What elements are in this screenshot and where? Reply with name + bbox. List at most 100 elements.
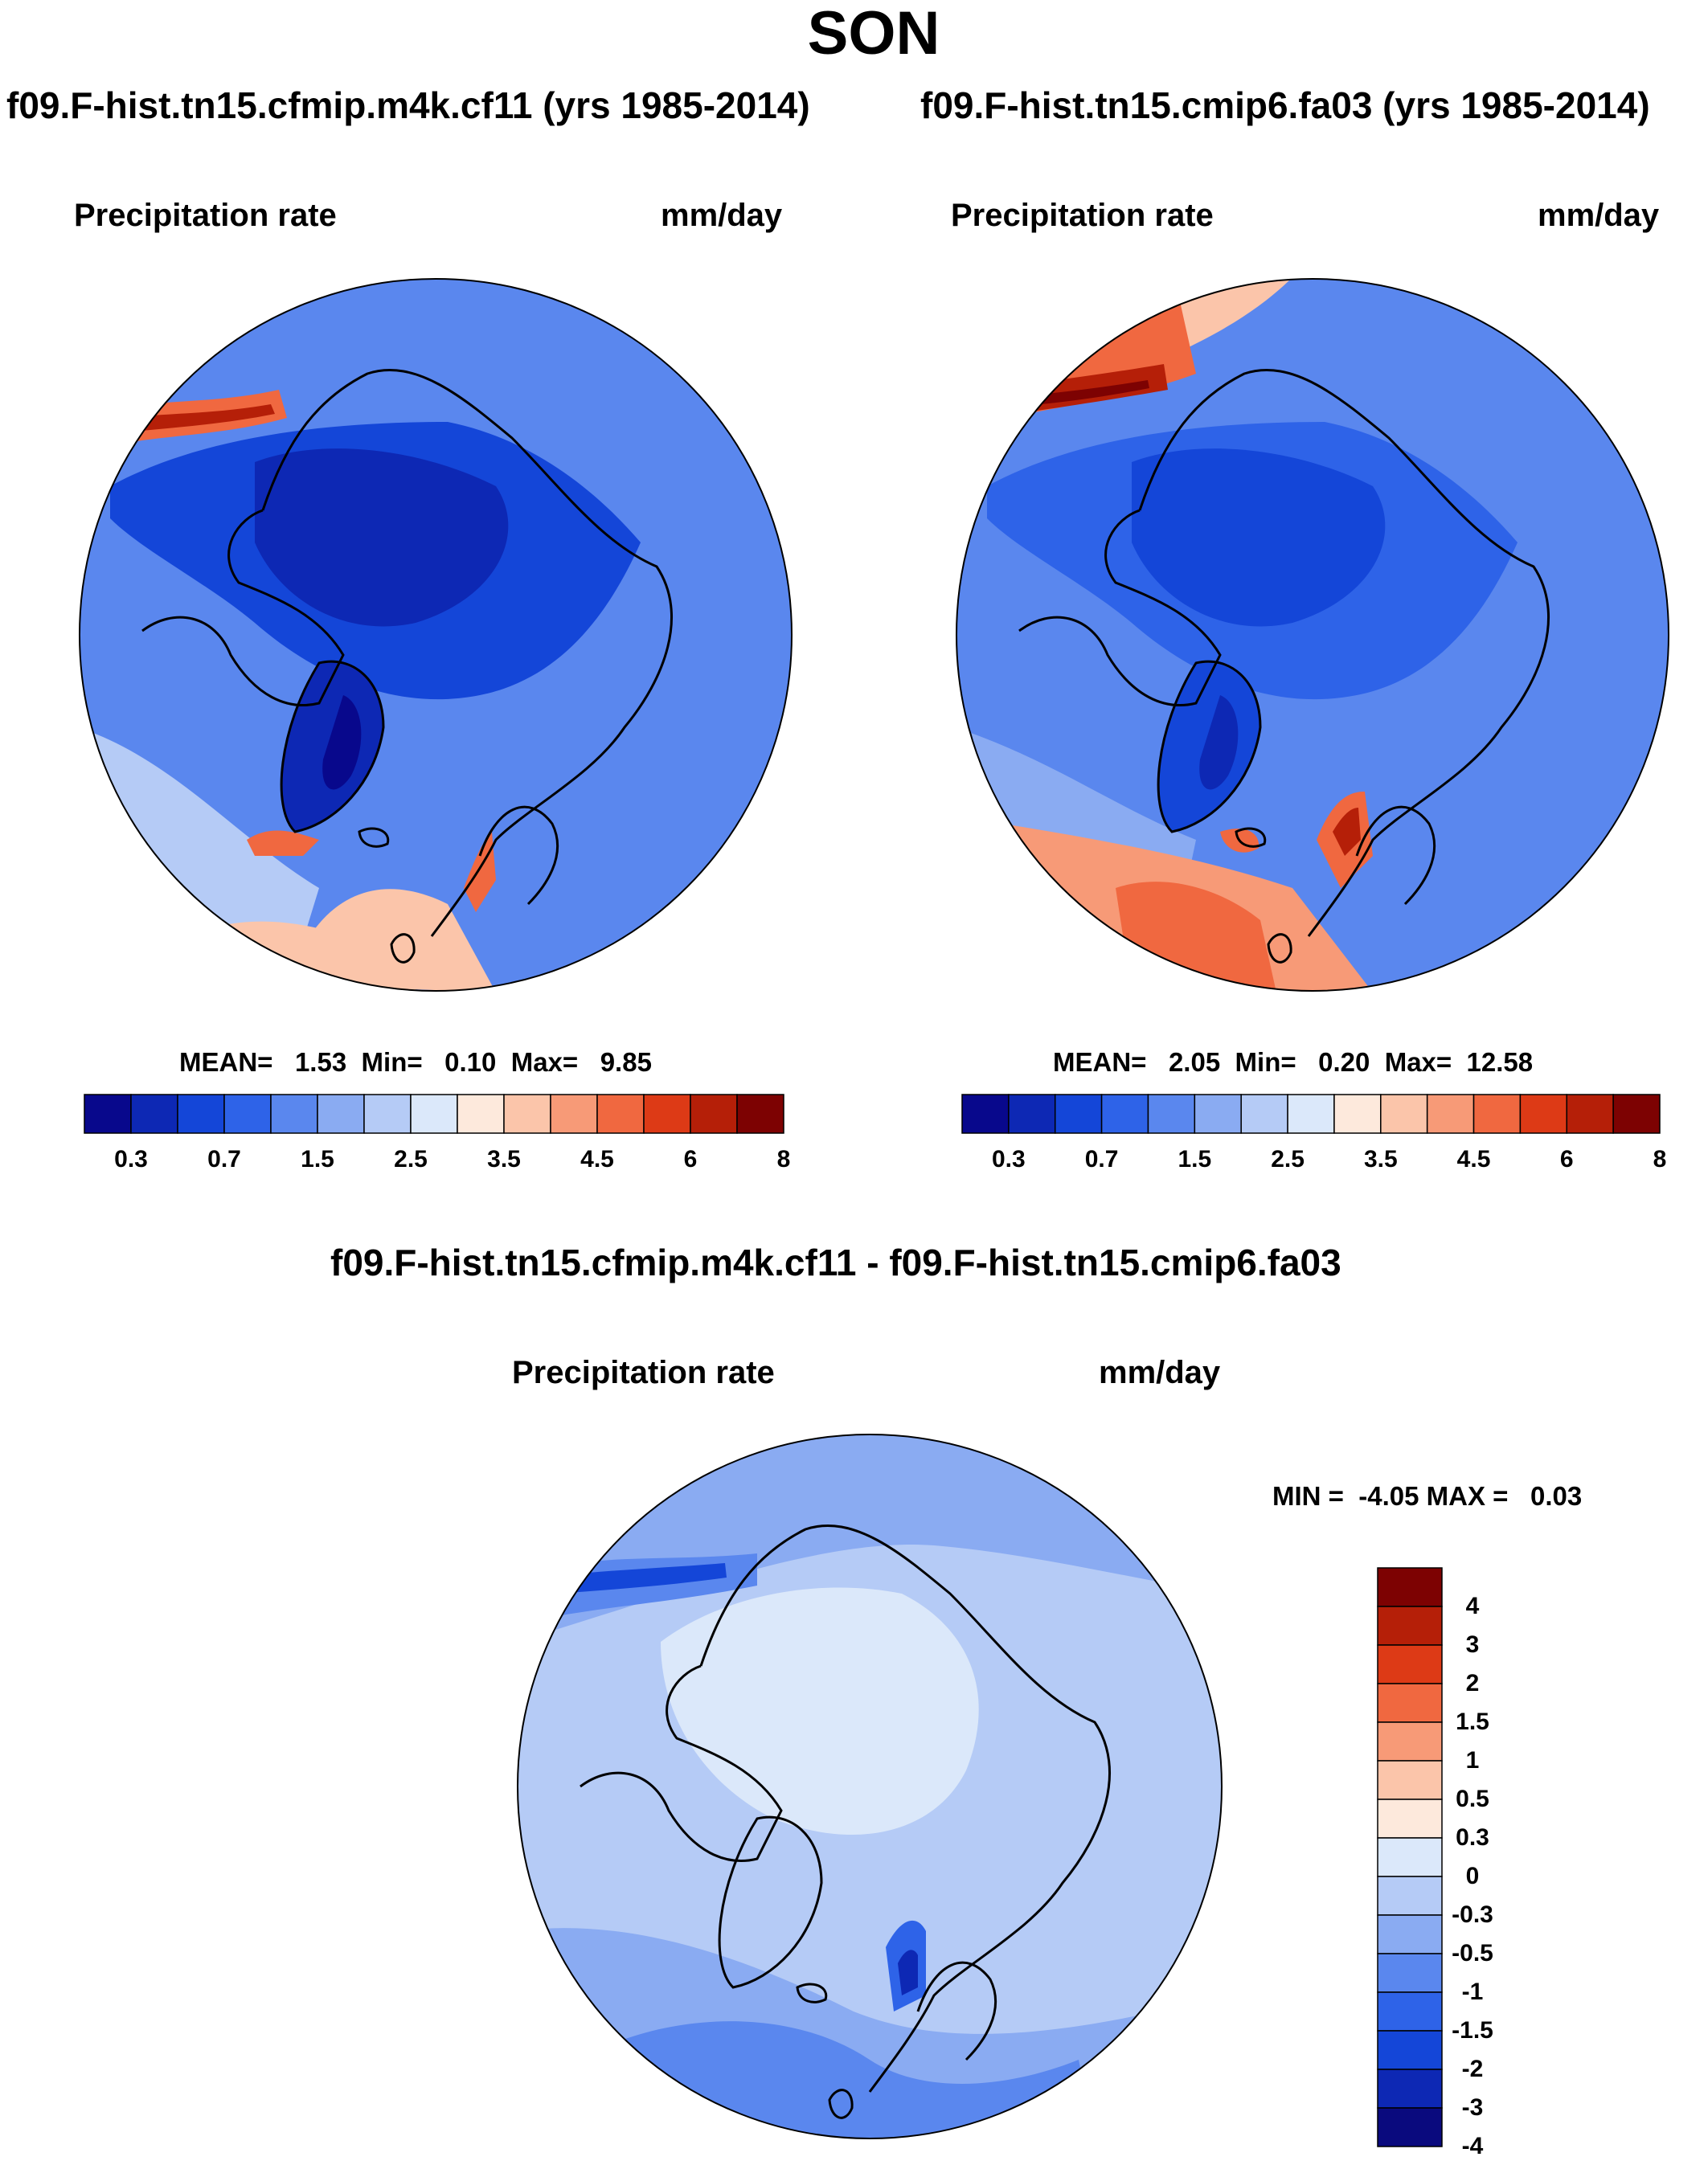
figure-title: SON <box>807 0 940 68</box>
panel-3-units-label: mm/day <box>1099 1355 1221 1390</box>
colorbar-swatch <box>363 1094 412 1134</box>
colorbar-swatch <box>410 1094 458 1134</box>
coastline-iceland <box>796 1983 828 2003</box>
max-label: Max= <box>510 1047 579 1077</box>
colorbar-swatch <box>1377 2107 1443 2147</box>
colorbar-tick-label: 1.5 <box>301 1146 334 1173</box>
colorbar-swatch <box>1100 1094 1149 1134</box>
colorbar-swatch <box>1612 1094 1661 1134</box>
colorbar-swatch <box>1519 1094 1568 1134</box>
max-label: MAX = <box>1426 1481 1509 1511</box>
coastline-british-isles <box>390 933 416 964</box>
map-field-deepest <box>1132 448 1386 627</box>
coastline-north-america <box>1018 509 1222 706</box>
colorbar-tick-label: 8 <box>776 1146 791 1173</box>
colorbar-swatch <box>1147 1094 1196 1134</box>
colorbar-swatch <box>1377 1644 1443 1684</box>
colorbar-swatch <box>1377 1953 1443 1993</box>
max-label: Max= <box>1384 1047 1452 1077</box>
colorbar-tick-label: -1 <box>1461 1979 1484 2005</box>
colorbar-swatch <box>690 1094 738 1134</box>
colorbar-swatch <box>1566 1094 1614 1134</box>
panel-2-title: f09.F-hist.tn15.cmip6.fa03 (yrs 1985-201… <box>920 84 1650 126</box>
colorbar-swatch <box>550 1094 598 1134</box>
panel-3-stats: MIN = -4.05 MAX = 0.03 <box>1272 1483 1582 1509</box>
north-atlantic-field <box>287 889 496 991</box>
colorbar-tick-label: 4.5 <box>580 1146 614 1173</box>
coastline-greenland <box>718 1815 823 1989</box>
mean-value: 2.05 <box>1168 1047 1221 1077</box>
coastline-british-isles <box>828 2089 854 2119</box>
colorbar-tick-label: -0.3 <box>1452 1901 1493 1928</box>
panel-1-polar-map <box>79 278 793 992</box>
colorbar-tick-label: 1 <box>1465 1747 1480 1774</box>
colorbar-swatch <box>457 1094 505 1134</box>
panel-3-title: f09.F-hist.tn15.cfmip.m4k.cf11 - f09.F-h… <box>330 1242 1341 1283</box>
coastline-north-america <box>580 1664 783 1862</box>
colorbar-tick-label: 1.5 <box>1178 1146 1212 1173</box>
coastline-iceland <box>358 827 390 848</box>
colorbar-swatch <box>1377 1991 1443 2032</box>
max-value: 0.03 <box>1530 1481 1583 1511</box>
colorbar-swatch <box>1377 1837 1443 1877</box>
panel-2-colorbar <box>961 1094 1661 1134</box>
colorbar-swatch <box>1194 1094 1242 1134</box>
panel-1-variable-label: Precipitation rate <box>74 198 337 233</box>
coastline-scandinavia <box>916 1961 997 2061</box>
norway-coast-core <box>1333 808 1361 856</box>
colorbar-swatch <box>1426 1094 1475 1134</box>
max-value: 12.58 <box>1466 1047 1534 1077</box>
coastline-eurasia <box>1138 369 1550 937</box>
panel-1-stats: MEAN= 1.53 Min= 0.10 Max= 9.85 <box>179 1049 652 1075</box>
min-label: Min= <box>1235 1047 1296 1077</box>
colorbar-swatch <box>1377 1914 1443 1954</box>
colorbar-swatch <box>177 1094 225 1134</box>
colorbar-swatch <box>1377 1606 1443 1646</box>
panel-2-polar-map <box>956 278 1669 992</box>
colorbar-tick-label: 1.5 <box>1456 1709 1489 1735</box>
colorbar-tick-label: -2 <box>1461 2056 1484 2082</box>
greenland-coast-field <box>247 830 319 856</box>
colorbar-tick-label: 0.7 <box>1084 1146 1119 1173</box>
colorbar-tick-label: 0.3 <box>114 1146 148 1173</box>
coastline-greenland <box>280 660 385 833</box>
colorbar-tick-label: 6 <box>1559 1146 1574 1173</box>
panel-2-colorbar-ticks: 0.3 0.7 1.5 2.5 3.5 4.5 6 8 <box>962 1146 1666 1177</box>
panel-2-stats: MEAN= 2.05 Min= 0.20 Max= 12.58 <box>1053 1049 1533 1075</box>
colorbar-swatch <box>223 1094 272 1134</box>
colorbar-swatch <box>1377 1683 1443 1723</box>
coastline-greenland <box>1157 660 1262 833</box>
mean-label: MEAN= <box>1053 1047 1147 1077</box>
coastline-eurasia <box>261 369 674 937</box>
panel-3-variable-label: Precipitation rate <box>512 1355 775 1390</box>
min-label: MIN = <box>1272 1481 1344 1511</box>
colorbar-swatch <box>1287 1094 1335 1134</box>
colorbar-tick-label: 4 <box>1465 1593 1480 1619</box>
colorbar-tick-label: 0 <box>1465 1863 1480 1889</box>
colorbar-swatch <box>1377 1876 1443 1916</box>
min-value: -4.05 <box>1358 1481 1419 1511</box>
coastline-british-isles <box>1267 933 1292 964</box>
colorbar-swatch <box>961 1094 1010 1134</box>
coastline-scandinavia <box>478 805 559 906</box>
colorbar-swatch <box>1377 1760 1443 1800</box>
colorbar-tick-label: -0.5 <box>1452 1940 1493 1967</box>
colorbar-swatch <box>84 1094 132 1134</box>
colorbar-swatch <box>1377 1567 1443 1607</box>
colorbar-swatch <box>317 1094 365 1134</box>
colorbar-tick-label: -4 <box>1461 2133 1484 2159</box>
mean-value: 1.53 <box>294 1047 347 1077</box>
colorbar-tick-label: -3 <box>1461 2094 1484 2121</box>
colorbar-swatch <box>1377 1721 1443 1762</box>
coastline-scandinavia <box>1355 805 1436 906</box>
colorbar-swatch <box>503 1094 551 1134</box>
colorbar-tick-label: 3 <box>1465 1631 1480 1658</box>
panel-1-colorbar-ticks: 0.3 0.7 1.5 2.5 3.5 4.5 6 8 <box>84 1146 790 1177</box>
colorbar-tick-label: 2 <box>1465 1670 1480 1696</box>
colorbar-swatch <box>1054 1094 1103 1134</box>
colorbar-swatch <box>270 1094 318 1134</box>
colorbar-tick-label: 0.3 <box>992 1146 1026 1173</box>
colorbar-swatch <box>1380 1094 1428 1134</box>
colorbar-tick-label: 3.5 <box>487 1146 521 1173</box>
colorbar-tick-label: 0.7 <box>207 1146 241 1173</box>
